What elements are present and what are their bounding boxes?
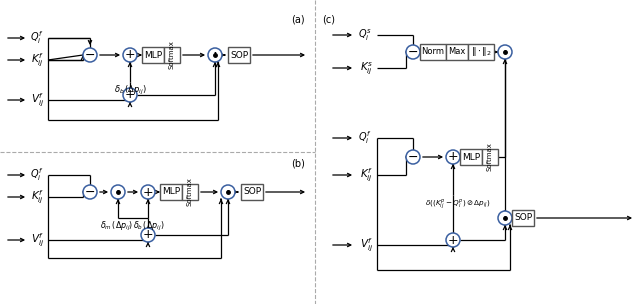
Circle shape xyxy=(141,185,155,199)
Text: MLP: MLP xyxy=(462,153,480,161)
Text: +: + xyxy=(448,150,458,164)
Text: $Q_i^f$: $Q_i^f$ xyxy=(30,167,44,183)
Text: Softmax: Softmax xyxy=(487,143,493,171)
Text: MLP: MLP xyxy=(162,188,180,196)
Text: −: − xyxy=(84,49,95,61)
Bar xyxy=(228,47,250,63)
Text: ·: · xyxy=(212,47,218,63)
Bar xyxy=(164,47,180,63)
Bar xyxy=(160,184,182,200)
Text: +: + xyxy=(143,229,154,241)
Circle shape xyxy=(141,228,155,242)
Circle shape xyxy=(498,211,512,225)
Bar xyxy=(512,210,534,226)
Text: $V_{ij}^f$: $V_{ij}^f$ xyxy=(31,91,45,109)
Circle shape xyxy=(208,48,222,62)
Text: SOP: SOP xyxy=(243,188,261,196)
Bar xyxy=(420,44,446,60)
Bar xyxy=(468,44,494,60)
Text: $K_{ij}^f$: $K_{ij}^f$ xyxy=(360,166,374,184)
Bar xyxy=(446,44,468,60)
Bar xyxy=(182,184,198,200)
Circle shape xyxy=(83,185,97,199)
Circle shape xyxy=(498,45,512,59)
Circle shape xyxy=(406,45,420,59)
Text: $Q_i^f$: $Q_i^f$ xyxy=(30,29,44,47)
Circle shape xyxy=(406,150,420,164)
Text: MLP: MLP xyxy=(144,50,162,60)
Text: SOP: SOP xyxy=(514,213,532,223)
Text: +: + xyxy=(448,233,458,247)
Text: Softmax: Softmax xyxy=(187,178,193,206)
Text: (a): (a) xyxy=(291,14,305,24)
Text: $K_{ij}^f$: $K_{ij}^f$ xyxy=(31,188,45,206)
Text: $V_{ij}^f$: $V_{ij}^f$ xyxy=(31,231,45,249)
Circle shape xyxy=(123,48,137,62)
Text: ·: · xyxy=(502,44,508,60)
Text: +: + xyxy=(125,88,135,102)
Circle shape xyxy=(111,185,125,199)
Text: (c): (c) xyxy=(322,14,335,24)
Circle shape xyxy=(123,88,137,102)
Text: Max: Max xyxy=(448,47,466,57)
Text: $K_{ij}^s$: $K_{ij}^s$ xyxy=(360,60,374,76)
Text: ·: · xyxy=(502,210,508,226)
Text: +: + xyxy=(125,49,135,61)
Text: −: − xyxy=(84,185,95,199)
Circle shape xyxy=(83,48,97,62)
Text: (b): (b) xyxy=(291,158,305,168)
Text: $\delta_m\,(\Delta p_{ij})$: $\delta_m\,(\Delta p_{ij})$ xyxy=(100,219,134,233)
Text: $\delta_b\,(\Delta p_{ij})$: $\delta_b\,(\Delta p_{ij})$ xyxy=(133,219,164,233)
Circle shape xyxy=(446,233,460,247)
Text: $K_{ij}^f$: $K_{ij}^f$ xyxy=(31,51,45,69)
Text: $\delta_b\,(\Delta p_{ij})$: $\delta_b\,(\Delta p_{ij})$ xyxy=(113,84,147,97)
Text: SOP: SOP xyxy=(230,50,248,60)
Text: $\|\cdot\|_2$: $\|\cdot\|_2$ xyxy=(470,46,492,58)
Text: $Q_i^s$: $Q_i^s$ xyxy=(358,27,372,43)
Bar xyxy=(460,149,482,165)
Text: $Q_i^f$: $Q_i^f$ xyxy=(358,130,372,147)
Bar xyxy=(482,149,498,165)
Circle shape xyxy=(446,150,460,164)
Text: $V_{ij}^f$: $V_{ij}^f$ xyxy=(360,236,374,254)
Text: Softmax: Softmax xyxy=(169,40,175,69)
Bar xyxy=(241,184,263,200)
Text: +: + xyxy=(143,185,154,199)
Text: ·: · xyxy=(116,185,120,199)
Text: Norm: Norm xyxy=(422,47,445,57)
Text: $\delta((K_{ij}^p-Q_i^p)\oslash\Delta p_{ij})$: $\delta((K_{ij}^p-Q_i^p)\oslash\Delta p_… xyxy=(425,197,491,211)
Text: −: − xyxy=(408,150,419,164)
Text: ·: · xyxy=(225,185,230,199)
Text: −: − xyxy=(408,46,419,58)
Bar xyxy=(142,47,164,63)
Circle shape xyxy=(221,185,235,199)
